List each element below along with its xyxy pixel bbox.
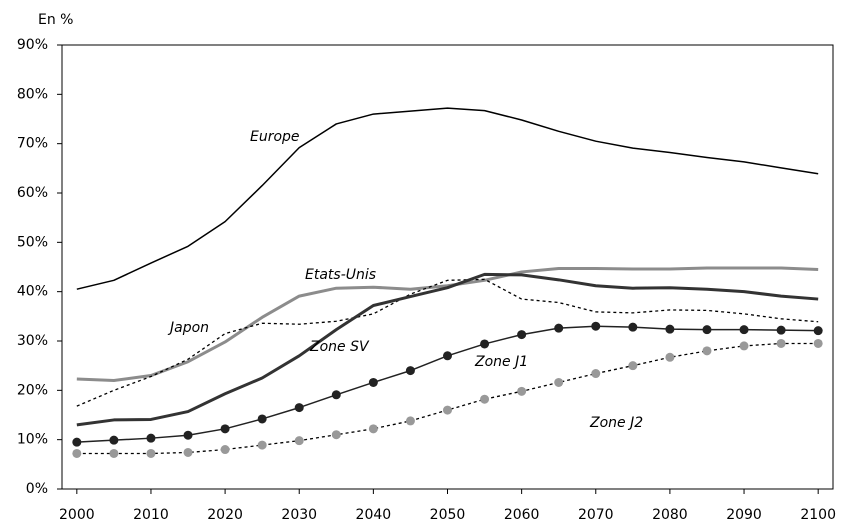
x-tick-label: 2030 xyxy=(281,507,317,523)
y-tick-label: 20% xyxy=(17,382,48,398)
series-label: Europe xyxy=(250,129,300,145)
series-marker xyxy=(776,325,786,335)
series-marker xyxy=(443,351,452,361)
series-label: Japon xyxy=(167,320,209,336)
series-marker xyxy=(517,330,527,340)
y-tick-label: 40% xyxy=(17,284,48,300)
series-marker xyxy=(72,437,82,447)
series-marker xyxy=(368,377,378,387)
series-marker xyxy=(146,448,156,458)
y-tick-label: 10% xyxy=(17,432,48,448)
series-label: Zone J2 xyxy=(589,415,643,431)
y-axis-label: En % xyxy=(38,12,73,28)
series-marker xyxy=(739,325,749,335)
series-marker xyxy=(554,323,564,333)
x-tick-label: 2090 xyxy=(726,507,762,523)
series-label: Zone J1 xyxy=(474,354,528,370)
series-line xyxy=(76,272,819,427)
series-label: Etats-Unis xyxy=(305,267,376,283)
series-marker xyxy=(813,326,823,336)
series-marker xyxy=(628,322,638,332)
series-marker xyxy=(183,430,193,440)
series-marker xyxy=(405,366,415,376)
series-marker xyxy=(480,339,490,349)
series-marker xyxy=(628,361,638,371)
series-marker xyxy=(146,433,156,443)
series-marker xyxy=(554,377,564,387)
x-tick-label: 2010 xyxy=(133,507,169,523)
series-marker xyxy=(109,435,119,445)
y-tick-label: 60% xyxy=(17,185,48,201)
x-tick-label: 2000 xyxy=(59,507,95,523)
series-marker xyxy=(257,414,267,424)
x-tick-label: 2100 xyxy=(800,507,836,523)
series-marker xyxy=(813,338,823,348)
x-tick-label: 2070 xyxy=(578,507,614,523)
series-marker xyxy=(220,445,230,455)
series-marker xyxy=(591,369,601,379)
x-tick-label: 2020 xyxy=(207,507,243,523)
series-marker xyxy=(665,324,675,334)
series-marker xyxy=(480,394,490,404)
y-tick-label: 70% xyxy=(17,136,48,152)
series-marker xyxy=(331,430,341,440)
y-tick-label: 50% xyxy=(17,234,48,250)
series-marker xyxy=(109,448,119,458)
series-label: Zone SV xyxy=(309,339,370,355)
series-marker xyxy=(183,447,193,457)
series-marker xyxy=(331,390,341,400)
series-marker xyxy=(591,321,601,331)
y-tick-label: 80% xyxy=(17,86,48,102)
y-tick-label: 30% xyxy=(17,333,48,349)
series-line xyxy=(76,325,819,443)
series-marker xyxy=(72,448,82,458)
x-tick-label: 2060 xyxy=(504,507,540,523)
series-line xyxy=(76,278,819,407)
y-tick-label: 0% xyxy=(26,481,48,497)
series-marker xyxy=(702,346,712,356)
series-marker xyxy=(776,338,786,348)
series-marker xyxy=(739,341,749,351)
series-marker xyxy=(257,440,267,450)
series-marker xyxy=(665,352,675,362)
y-tick-label: 90% xyxy=(17,37,48,53)
x-tick-label: 2050 xyxy=(430,507,466,523)
x-tick-label: 2080 xyxy=(652,507,688,523)
series-marker xyxy=(294,436,304,446)
x-tick-label: 2040 xyxy=(356,507,392,523)
series-marker xyxy=(220,424,230,434)
series-marker xyxy=(443,405,452,415)
series-marker xyxy=(368,424,378,434)
series-marker xyxy=(517,386,527,396)
series-marker xyxy=(405,416,415,426)
series-marker xyxy=(702,325,712,335)
series-line xyxy=(76,107,819,290)
series-marker xyxy=(294,403,304,413)
series-line xyxy=(76,266,819,382)
